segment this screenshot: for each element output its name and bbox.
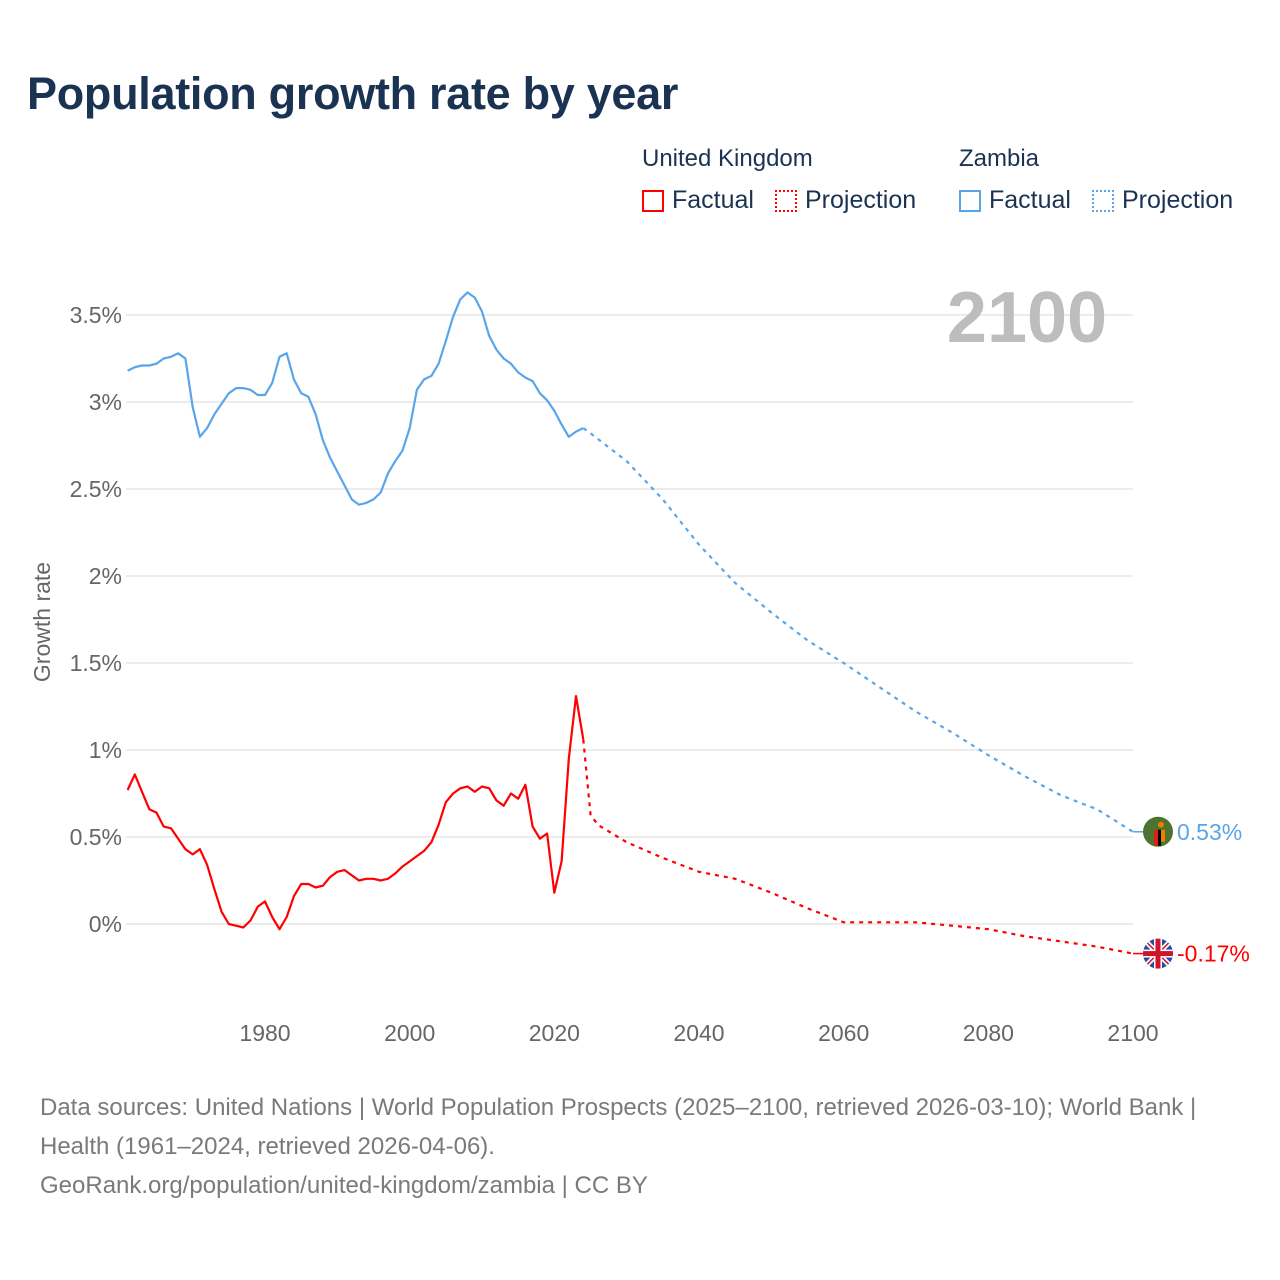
y-tick-label: 0.5% [70, 824, 122, 850]
page-title: Population growth rate by year [27, 68, 679, 119]
y-tick-label: 0% [89, 911, 122, 937]
x-tick-label: 2080 [963, 1020, 1014, 1046]
year-watermark: 2100 [947, 278, 1107, 358]
legend-label: Factual [989, 186, 1071, 214]
united-kingdom-factual-line [126, 694, 585, 931]
united-kingdom-projection-line [582, 739, 1134, 955]
x-tick-label: 2060 [818, 1020, 869, 1046]
x-tick-label: 2000 [384, 1020, 435, 1046]
legend-swatch-solid [959, 189, 981, 212]
footer: Data sources: United Nations | World Pop… [40, 1088, 1240, 1205]
legend-swatch-dotted [1092, 189, 1114, 212]
y-tick-label: 2.5% [70, 476, 122, 502]
legend-uk-projection[interactable]: Projection [775, 186, 916, 215]
legend-uk-factual[interactable]: Factual [642, 186, 754, 215]
zambia-end-value-label: 0.53% [1177, 819, 1242, 845]
y-tick-label: 3% [89, 389, 122, 415]
legend-label: Factual [672, 186, 754, 214]
y-axis-title: Growth rate [29, 562, 55, 682]
y-tick-label: 3.5% [70, 302, 122, 328]
y-tick-label: 1% [89, 737, 122, 763]
legend-group-uk-title: United Kingdom [642, 145, 813, 172]
x-tick-label: 2100 [1107, 1020, 1158, 1046]
line-chart: 0% 0.5% 1% 1.5% 2% 2.5% 3% 3.5% 1980 2000 2020 2040… [29, 278, 1250, 1046]
x-tick-label: 2020 [529, 1020, 580, 1046]
x-tick-label: 1980 [239, 1020, 290, 1046]
x-tick-label: 2040 [673, 1020, 724, 1046]
united-kingdom-end-value-label: -0.17% [1177, 941, 1250, 967]
legend-swatch-dotted [775, 189, 797, 212]
zambia-projection-line [582, 427, 1134, 833]
uk-flag-icon [1143, 938, 1173, 969]
legend-label: Projection [805, 186, 917, 214]
zambia-flag-icon [1143, 816, 1173, 847]
y-tick-label: 2% [89, 563, 122, 589]
data-sources: Data sources: United Nations | World Pop… [40, 1094, 1197, 1160]
legend-group-zambia-title: Zambia [959, 145, 1040, 172]
legend-zambia-factual[interactable]: Factual [959, 186, 1071, 215]
zambia-factual-line [127, 291, 584, 506]
legend-label: Projection [1122, 186, 1234, 214]
credit-link[interactable]: GeoRank.org/population/united-kingdom/za… [40, 1172, 648, 1199]
y-tick-label: 1.5% [70, 650, 122, 676]
legend-zambia-projection[interactable]: Projection [1092, 186, 1233, 215]
legend-swatch-solid [642, 189, 664, 212]
